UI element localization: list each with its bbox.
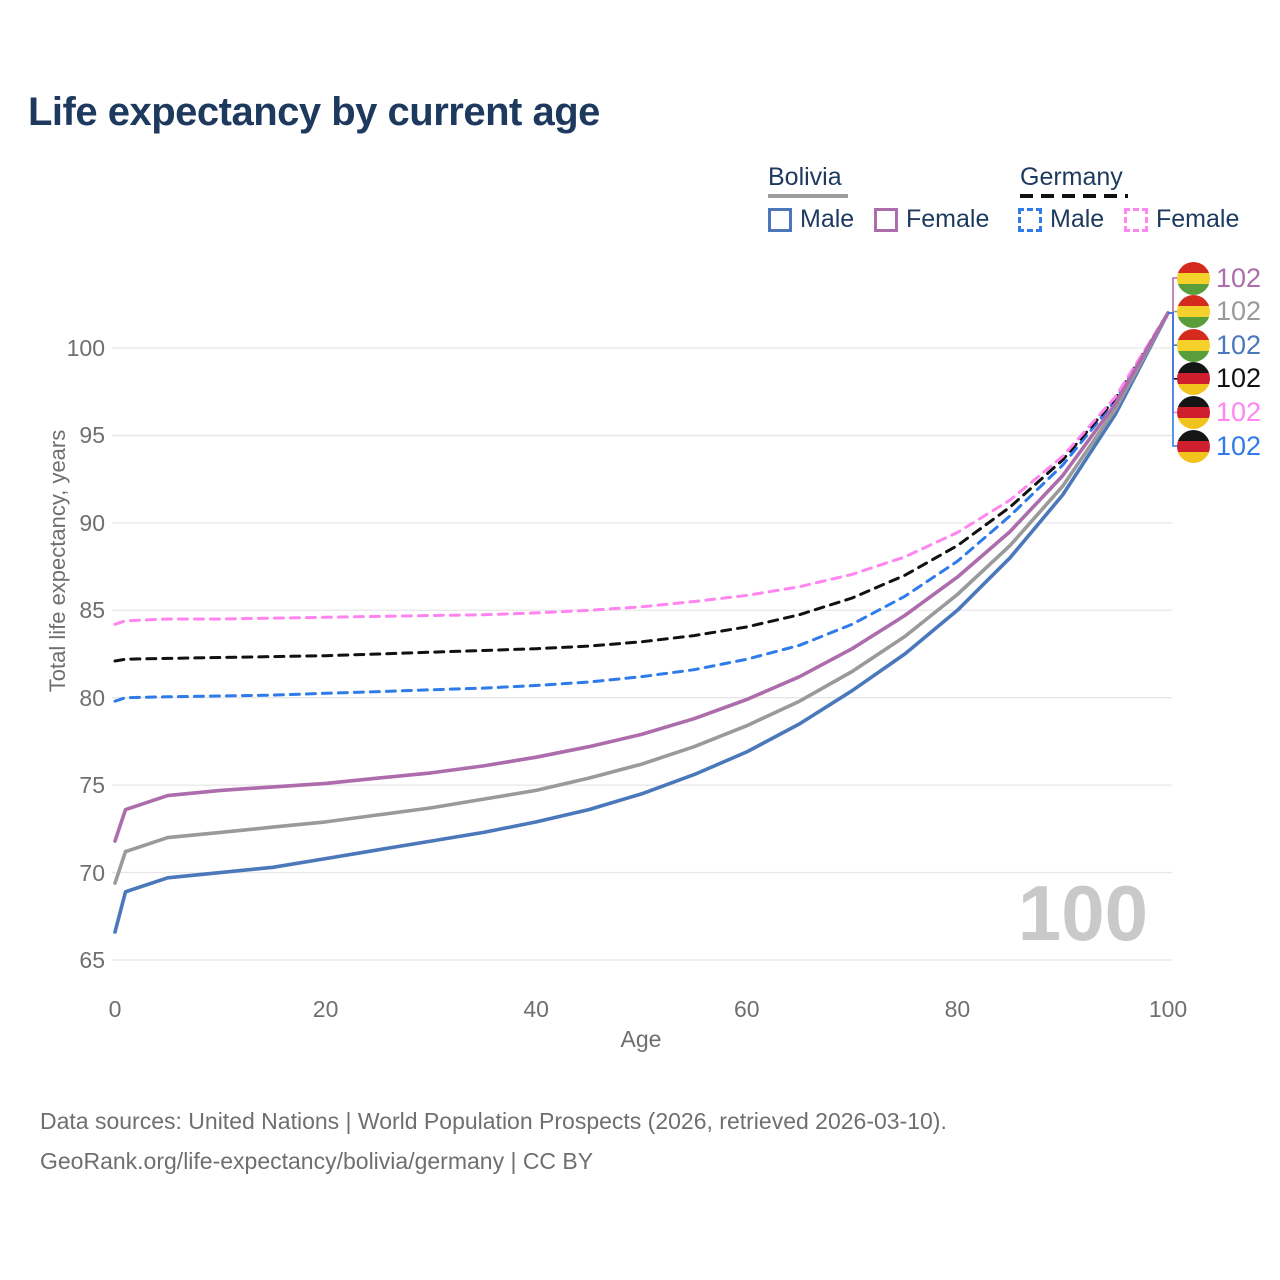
legend-label-bolivia-male: Male bbox=[800, 205, 855, 233]
y-tick-label-95: 95 bbox=[79, 422, 105, 449]
bolivia-flag-icon bbox=[1177, 328, 1210, 362]
legend-label-bolivia-female: Female bbox=[906, 205, 990, 233]
y-tick-label-85: 85 bbox=[79, 597, 105, 624]
germany-flag-icon bbox=[1177, 395, 1210, 429]
leader-line-germany-male bbox=[1168, 312, 1179, 447]
legend-underline-germany bbox=[1020, 194, 1128, 198]
series-line-germany-female[interactable] bbox=[113, 311, 1170, 626]
footer-attribution-url: GeoRank.org/life-expectancy/bolivia/germ… bbox=[40, 1148, 594, 1174]
series-line-bolivia-both[interactable] bbox=[113, 311, 1170, 885]
y-axis-title: Total life expectancy, years bbox=[45, 429, 70, 693]
end-label-value-germany-both: 102 bbox=[1216, 363, 1262, 394]
x-tick-label-100: 100 bbox=[1148, 996, 1188, 1022]
legend-item-germany-male[interactable]: Male bbox=[1018, 205, 1104, 234]
y-tick-label-65: 65 bbox=[79, 947, 105, 973]
end-label-value-germany-male: 102 bbox=[1216, 430, 1262, 461]
germany-flag-icon bbox=[1177, 429, 1210, 463]
page-title: Life expectancy by current age bbox=[28, 90, 600, 134]
series-line-germany-both[interactable] bbox=[113, 311, 1170, 663]
legend-underline-bolivia bbox=[768, 194, 848, 198]
x-tick-label-20: 20 bbox=[312, 996, 339, 1022]
y-tick-label-75: 75 bbox=[79, 772, 105, 799]
legend-swatch-bolivia-male-icon bbox=[768, 207, 792, 232]
end-label-value-germany-female: 102 bbox=[1216, 396, 1262, 427]
legend-item-bolivia-male[interactable]: Male bbox=[768, 205, 854, 234]
bolivia-flag-icon bbox=[1177, 261, 1210, 295]
x-axis-title: Age bbox=[620, 1026, 662, 1052]
bolivia-flag-icon bbox=[1177, 295, 1210, 329]
legend-country-bolivia: Bolivia bbox=[768, 163, 842, 191]
end-label-value-bolivia-male: 102 bbox=[1216, 329, 1262, 360]
legend-swatch-bolivia-female-icon bbox=[874, 207, 898, 232]
x-tick-label-80: 80 bbox=[944, 996, 971, 1022]
legend-swatch-germany-male-icon bbox=[1018, 207, 1042, 232]
series-line-germany-male[interactable] bbox=[113, 311, 1170, 703]
y-tick-label-90: 90 bbox=[79, 509, 105, 536]
y-tick-label-80: 80 bbox=[79, 684, 105, 711]
legend-country-germany: Germany bbox=[1020, 163, 1123, 191]
age-watermark: 100 bbox=[1017, 869, 1148, 957]
legend-label-germany-male: Male bbox=[1050, 205, 1105, 233]
legend-swatch-germany-female-icon bbox=[1124, 207, 1148, 232]
footer-data-sources: Data sources: United Nations | World Pop… bbox=[40, 1108, 947, 1134]
legend-item-bolivia-female[interactable]: Female bbox=[874, 205, 989, 234]
series-line-bolivia-male[interactable] bbox=[113, 311, 1170, 934]
germany-flag-icon bbox=[1177, 362, 1210, 396]
end-label-value-bolivia-both: 102 bbox=[1216, 296, 1262, 327]
y-tick-label-70: 70 bbox=[79, 859, 105, 886]
y-tick-label-100: 100 bbox=[66, 334, 105, 361]
end-label-value-bolivia-female: 102 bbox=[1216, 262, 1262, 293]
x-tick-label-40: 40 bbox=[523, 996, 549, 1022]
legend-label-germany-female: Female bbox=[1156, 205, 1240, 233]
x-tick-label-0: 0 bbox=[108, 996, 122, 1022]
series-line-bolivia-female[interactable] bbox=[113, 311, 1170, 843]
x-tick-label-60: 60 bbox=[734, 996, 760, 1022]
legend-item-germany-female[interactable]: Female bbox=[1124, 205, 1239, 234]
